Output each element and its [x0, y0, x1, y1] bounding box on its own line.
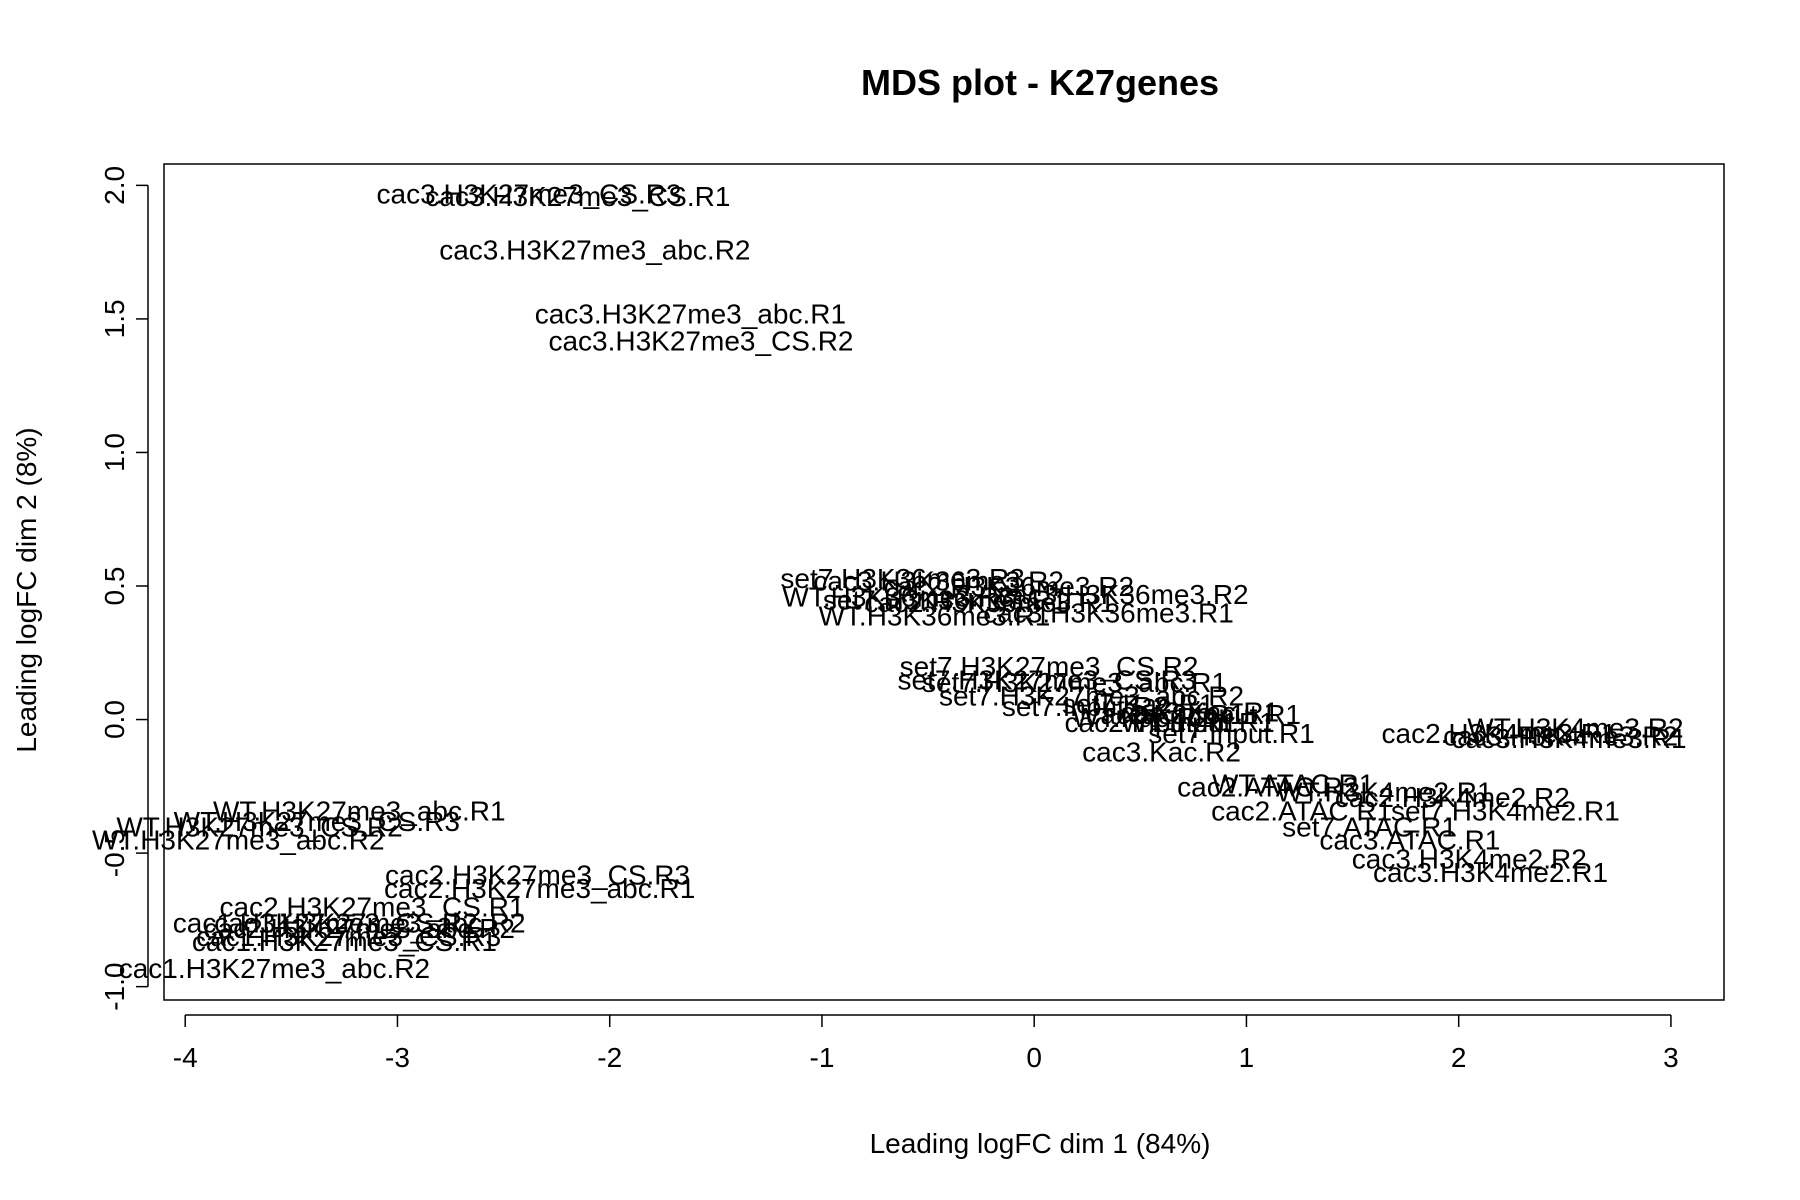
sample-label: WT.H3K4me3.R2 [1467, 713, 1683, 744]
sample-label: set7.Input.R2 [1002, 691, 1169, 722]
sample-label: set7.H3K27me3_CS.R3 [898, 664, 1197, 695]
x-tick-label: 2 [1451, 1042, 1467, 1073]
sample-label: cac2.H3K27me3_abc.R2 [204, 913, 515, 944]
plot-area [163, 163, 1725, 1001]
y-tick-label: 0.0 [99, 700, 130, 739]
sample-label: cac3.Kac.R2 [1082, 737, 1241, 768]
sample-label: WT.Input.R1 [1121, 707, 1275, 738]
sample-label: WT.H3K36me3.R3 [782, 582, 1014, 613]
x-tick-label: 0 [1026, 1042, 1042, 1073]
sample-label: cac1.H3K27me3_CS.R2 [173, 908, 478, 939]
sample-label: WT.ATAC.R1 [1212, 769, 1374, 800]
sample-label: cac2.H3K27me3_abc.R1 [384, 873, 695, 904]
sample-label: cac2.Kac.R1 [1086, 699, 1245, 730]
sample-label: cac1.H3K27me3_abc.R2 [119, 953, 430, 984]
chart-title: MDS plot - K27genes [861, 62, 1219, 103]
y-tick-label: -0.5 [99, 829, 130, 877]
x-axis-label: Leading logFC dim 1 (84%) [870, 1128, 1211, 1159]
sample-label: cac1.H3K27me3_abc.R2 [214, 908, 525, 939]
y-tick-label: 1.5 [99, 299, 130, 338]
sample-label: cac2.ATAC.R2 [1177, 771, 1358, 802]
sample-label: WT.H3K36me3.R1 [819, 600, 1051, 631]
sample-label: cac3.H3K4me3.R1 [1452, 723, 1687, 754]
x-tick-label: -3 [385, 1042, 410, 1073]
sample-label: cac3.H3K27me3_abc.R2 [439, 234, 750, 265]
sample-label: set7.H3K4me2.R1 [1391, 795, 1620, 826]
y-tick-label: 1.0 [99, 433, 130, 472]
x-axis: -4 -3 -2 -1 0 1 2 3 [173, 1014, 1679, 1073]
sample-label: cac2.Input.R1 [1065, 707, 1238, 738]
y-tick-label: 0.5 [99, 567, 130, 606]
sample-label: cac3.H3K27me3_abc.R1 [535, 299, 846, 330]
sample-label: set7.H3K27me3_CS.R2 [900, 651, 1199, 682]
sample-label: WT.H3K27me3_abc.R1 [213, 795, 506, 826]
sample-label: WT.H3K27me3_CS.R3 [174, 806, 460, 837]
sample-label: cac3.H3K36me3.R1 [983, 598, 1234, 629]
x-tick-label: -1 [810, 1042, 835, 1073]
sample-label: set7.H3K36me3.R1 [823, 584, 1067, 615]
y-tick-label: 2.0 [99, 166, 130, 205]
sample-label: cac2.ATAC.R1 [1211, 795, 1392, 826]
sample-label: WT.H3K4me2.R1 [1276, 777, 1492, 808]
sample-label: WT.H3K27me3_abc.R2 [92, 825, 385, 856]
sample-label: set7.H3K36me3.R3 [780, 563, 1024, 594]
sample-label: cac3.H3K36me3.R2 [813, 566, 1064, 597]
sample-label: cac3.ATAC.R1 [1319, 825, 1500, 856]
sample-label: cac3.Kac.R1 [1120, 697, 1279, 728]
sample-label: set7.Kac.R1 [1062, 689, 1215, 720]
sample-label: set7.H3K27me3_abc.R2 [939, 681, 1244, 712]
sample-label: cac3.H3K27me3_CS.R3 [377, 178, 682, 209]
x-tick-label: 1 [1239, 1042, 1255, 1073]
x-tick-label: -2 [597, 1042, 622, 1073]
sample-label: WT.Kac.R2 [1072, 702, 1212, 733]
sample-label: cac3.H3K36me3.R2 [998, 579, 1249, 610]
sample-label: set7.ATAC.R1 [1282, 811, 1457, 842]
sample-label: cac2.H3K4me2.R2 [1335, 782, 1570, 813]
sample-label: cac3.H3K4me3.R2 [1443, 721, 1678, 752]
sample-label: cac3.Input.R1 [1128, 699, 1301, 730]
sample-label: cac2.H3K36me3.R2 [883, 571, 1134, 602]
x-tick-label: 3 [1663, 1042, 1679, 1073]
sample-label: set7.Input.R1 [1148, 718, 1315, 749]
y-axis: -1.0 -0.5 0.0 0.5 1.0 1.5 2.0 [99, 166, 149, 1011]
x-tick-label: -4 [173, 1042, 198, 1073]
sample-label: cac1.H3K27me3_CS.R3 [196, 921, 501, 952]
y-axis-label: Leading logFC dim 2 (8%) [11, 427, 42, 752]
sample-label: cac2.H3K27me3_CS.R1 [219, 892, 524, 923]
sample-label: WT.H3K27me3_CS.R2 [116, 811, 402, 842]
point-labels: cac3.H3K27me3_CS.R3cac3.H3K27me3_CS.R1ca… [92, 178, 1687, 984]
sample-label: cac3.H3K27me3_CS.R1 [425, 181, 730, 212]
sample-label: set7.H3K27me3_abc.R1 [922, 667, 1227, 698]
sample-label: cac3.H3K4me2.R2 [1352, 843, 1587, 874]
sample-label: cac1.H3K27me3_CS.R1 [192, 926, 497, 957]
sample-label: cac2.H3K27me3_CS.R3 [385, 859, 690, 890]
sample-label: cac3.H3K4me2.R1 [1373, 857, 1608, 888]
y-tick-label: -1.0 [99, 963, 130, 1011]
sample-label: cac3.H3K27me3_CS.R2 [548, 325, 853, 356]
sample-label: cac2.H3K4me3.R1 [1382, 718, 1617, 749]
sample-label: cac2.H3K36me3.R1 [864, 587, 1115, 618]
